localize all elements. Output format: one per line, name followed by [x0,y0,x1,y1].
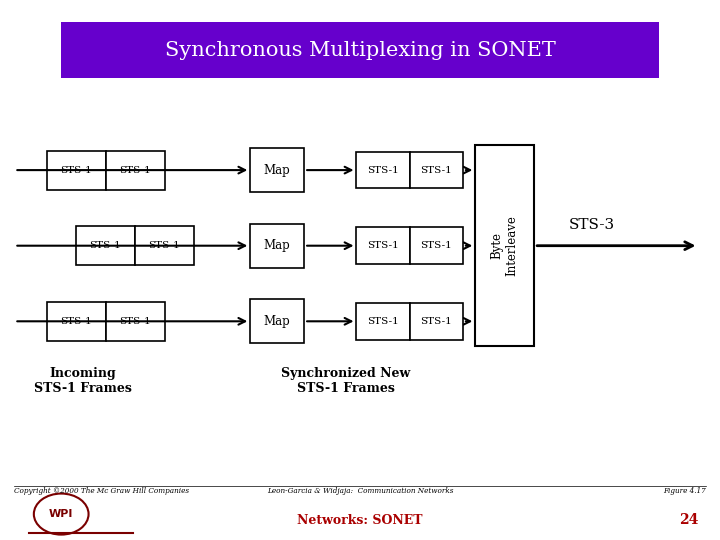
FancyBboxPatch shape [47,302,106,341]
FancyBboxPatch shape [356,227,410,264]
Text: Map: Map [264,239,291,252]
Text: WPI: WPI [49,509,73,519]
Text: Figure 4.17: Figure 4.17 [663,487,706,495]
Text: STS-1: STS-1 [420,241,452,250]
FancyBboxPatch shape [251,148,305,192]
FancyBboxPatch shape [106,151,165,190]
Text: STS-1: STS-1 [367,166,399,174]
FancyBboxPatch shape [475,145,534,346]
Text: Synchronous Multiplexing in SONET: Synchronous Multiplexing in SONET [165,40,555,60]
FancyBboxPatch shape [135,226,194,265]
FancyBboxPatch shape [251,299,305,343]
FancyBboxPatch shape [410,227,463,264]
FancyBboxPatch shape [410,303,463,340]
Text: STS-1: STS-1 [120,166,151,174]
Text: Byte
Interleave: Byte Interleave [491,215,518,276]
Text: Copyright ©2000 The Mc Graw Hill Companies: Copyright ©2000 The Mc Graw Hill Compani… [14,487,189,495]
Text: STS-1: STS-1 [420,166,452,174]
FancyBboxPatch shape [356,303,410,340]
FancyBboxPatch shape [410,152,463,188]
Text: STS-1: STS-1 [367,317,399,326]
FancyBboxPatch shape [251,224,305,268]
Text: STS-1: STS-1 [60,166,92,174]
Text: Map: Map [264,315,291,328]
Text: STS-3: STS-3 [569,218,615,232]
Text: 24: 24 [679,512,698,526]
FancyBboxPatch shape [356,152,410,188]
Circle shape [34,494,89,535]
Text: Synchronized New
STS-1 Frames: Synchronized New STS-1 Frames [281,367,410,395]
FancyBboxPatch shape [106,302,165,341]
FancyBboxPatch shape [61,22,659,78]
FancyBboxPatch shape [47,151,106,190]
Text: Networks: SONET: Networks: SONET [297,514,423,526]
Text: Incoming
STS-1 Frames: Incoming STS-1 Frames [34,367,132,395]
Text: STS-1: STS-1 [420,317,452,326]
Text: Leon-Garcia & Widjaja:  Communication Networks: Leon-Garcia & Widjaja: Communication Net… [266,487,454,495]
Text: STS-1: STS-1 [148,241,180,250]
Text: STS-1: STS-1 [89,241,121,250]
FancyBboxPatch shape [76,226,135,265]
Text: Map: Map [264,164,291,177]
Text: STS-1: STS-1 [60,317,92,326]
Text: STS-1: STS-1 [120,317,151,326]
Text: STS-1: STS-1 [367,241,399,250]
